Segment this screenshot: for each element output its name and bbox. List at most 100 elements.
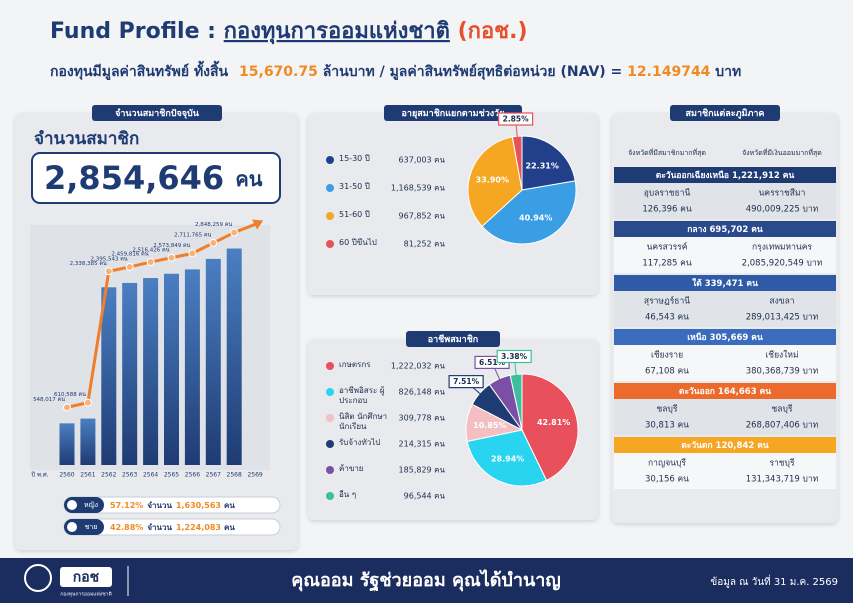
pie-slice <box>481 180 577 245</box>
legend-count: 1,222,032 คน <box>391 362 446 371</box>
x-tick-label: 2561 <box>80 472 95 479</box>
pie-slice <box>521 135 576 191</box>
gender-label: จำนวน <box>147 523 172 532</box>
line-point <box>125 262 134 271</box>
region-name: กลาง 695,702 คน <box>687 225 763 235</box>
row-bg <box>614 183 836 219</box>
legend-label-box: นิสิต นักศึกษา นักเรียน <box>339 412 387 431</box>
bar <box>80 418 96 465</box>
legend-label: ค้าขาย <box>339 464 364 473</box>
x-tick-label: 2568 <box>227 472 242 479</box>
legend-dot <box>326 440 334 448</box>
gender-count: 1,224,083 <box>176 523 221 532</box>
title-abbr: (กอช.) <box>458 19 528 44</box>
arrow-head <box>252 219 264 230</box>
legend-label-box: 15-30 ปี <box>339 154 370 163</box>
gender-name: หญิง <box>84 501 98 509</box>
province-value: 490,009,225 บาท <box>746 205 819 215</box>
slice-label: 22.31% <box>526 162 559 171</box>
row-bg <box>614 237 836 273</box>
gender-label: จำนวน <box>147 501 172 510</box>
legend-label-box: อื่น ๆ <box>339 490 356 499</box>
panel-tag-text: อาชีพสมาชิก <box>428 334 479 345</box>
logo-box <box>60 567 112 587</box>
subtitle-value: 12.149744 <box>627 64 711 80</box>
province-value: 289,013,425 บาท <box>746 313 819 323</box>
panel-tag-text: จำนวนสมาชิกปัจจุบัน <box>115 108 200 119</box>
gender-icon <box>67 522 77 532</box>
region-header <box>614 275 836 291</box>
legend-dot <box>326 414 334 422</box>
gender-unit: คน <box>224 501 235 510</box>
legend-label-box: ค้าขาย <box>339 464 364 473</box>
x-tick-label: 2567 <box>206 472 221 479</box>
slice-label: 28.94% <box>491 455 524 464</box>
panel-tag <box>670 105 780 121</box>
province-value: 30,813 คน <box>645 421 689 431</box>
panel-tag <box>384 105 522 121</box>
callout-box <box>498 112 534 126</box>
bar <box>143 278 159 465</box>
legend-label-box: รับจ้างทั่วไป <box>339 438 380 447</box>
province-value: 268,807,406 บาท <box>746 421 819 431</box>
slice-label: 33.90% <box>476 175 509 184</box>
province-value: 126,396 คน <box>642 205 692 215</box>
province-name: นครสวรรค์ <box>647 242 688 253</box>
legend-label: 60 ปีขึ้นไป <box>339 238 377 247</box>
province-name: เชียงราย <box>651 350 683 361</box>
province-value: 46,543 คน <box>645 313 689 323</box>
region-name: ตะวันออก 164,663 คน <box>679 386 771 397</box>
legend-count: 81,252 คน <box>404 240 446 249</box>
x-axis-label: ปี พ.ศ. <box>31 471 49 479</box>
title: Fund Profile : กองทุนการออมแห่งชาติ (กอช… <box>50 19 528 45</box>
value-label: 2,395,543 คน <box>91 256 128 262</box>
slice-label: 42.81% <box>537 418 570 427</box>
province-name: เชียงใหม่ <box>765 350 798 361</box>
row-bg <box>614 399 836 435</box>
province-value: 117,285 คน <box>642 259 692 269</box>
row-bg <box>614 345 836 381</box>
legend-label-box: อาชีพอิสระ ผู้ประกอบ <box>339 386 385 405</box>
gender-name: ชาย <box>85 523 98 531</box>
value-label: 2,848,259 คน <box>195 222 232 228</box>
province-value: 67,108 คน <box>645 367 689 377</box>
region-name: ตะวันตก 120,842 คน <box>681 440 769 451</box>
pie-slice <box>466 429 548 487</box>
bar <box>59 423 75 465</box>
subtitle-text: ล้านบาท / มูลค่าสินทรัพย์สุทธิต่อหน่วย (… <box>323 63 623 80</box>
legend-label-box: เกษตรกร <box>339 360 370 369</box>
logo-caption: กองทุนการออมแห่งชาติ <box>60 591 111 598</box>
total-number: 2,854,646 <box>44 159 224 197</box>
legend-count: 826,148 คน <box>399 388 446 397</box>
gender-icon <box>67 500 77 510</box>
legend-count: 309,778 คน <box>399 414 446 423</box>
panel-tag <box>92 105 222 121</box>
region-name: ตะวันออกเฉียงเหนือ 1,221,912 คน <box>656 170 795 181</box>
subtitle: กองทุนมีมูลค่าสินทรัพย์ ทั้งสิ้น 15,670.… <box>50 60 741 80</box>
province-name: กาญจนบุรี <box>648 458 686 469</box>
legend-count: 96,544 คน <box>404 492 446 501</box>
legend-label: 51-60 ปี <box>339 210 370 219</box>
x-tick-label: 2560 <box>59 472 74 479</box>
column-header: จังหวัดที่มีเงินออมมากที่สุด <box>742 148 822 157</box>
slice-label: 40.94% <box>519 214 552 223</box>
legend-label: 15-30 ปี <box>339 154 370 163</box>
subtitle-text: บาท <box>715 64 741 80</box>
legend-label: อาชีพอิสระ ผู้ประกอบ <box>339 386 385 405</box>
legend-label-box: 31-50 ปี <box>339 182 370 191</box>
row-bg <box>614 453 836 489</box>
members-label: จำนวนสมาชิก <box>34 129 139 149</box>
region-header <box>614 383 836 399</box>
bar <box>226 248 242 465</box>
legend-dot <box>326 240 334 248</box>
province-name: อุบลราชธานี <box>644 188 691 199</box>
legend-label-box: 51-60 ปี <box>339 210 370 219</box>
line-point <box>230 228 239 237</box>
value-label: 2,338,385 คน <box>70 261 107 267</box>
line-point <box>63 403 71 412</box>
emblem <box>24 564 52 592</box>
legend-count: 967,852 คน <box>399 212 446 221</box>
x-tick-label: 2563 <box>122 472 137 479</box>
